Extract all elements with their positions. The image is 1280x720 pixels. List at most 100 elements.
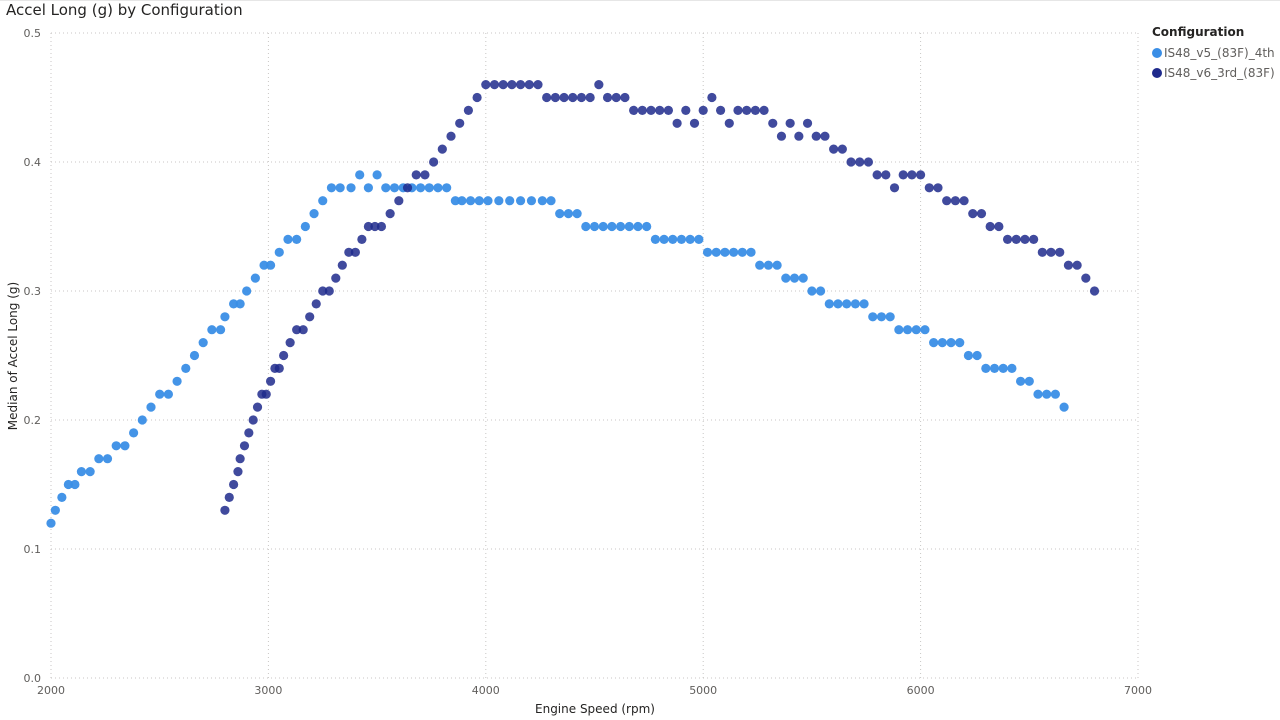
data-point[interactable] — [1007, 363, 1017, 373]
data-point[interactable] — [963, 350, 974, 361]
data-point[interactable] — [815, 286, 826, 296]
data-point[interactable] — [611, 92, 621, 103]
data-point[interactable] — [829, 144, 839, 154]
data-point[interactable] — [868, 312, 878, 322]
data-point[interactable] — [542, 92, 552, 103]
data-point[interactable] — [1029, 234, 1039, 244]
data-point[interactable] — [533, 80, 543, 90]
data-point[interactable] — [389, 183, 400, 193]
data-point[interactable] — [483, 196, 493, 206]
data-point[interactable] — [220, 505, 230, 515]
data-point[interactable] — [550, 92, 560, 103]
data-point[interactable] — [111, 441, 121, 451]
data-point[interactable] — [994, 221, 1004, 232]
data-point[interactable] — [946, 338, 956, 348]
data-point[interactable] — [433, 183, 443, 193]
data-point[interactable] — [737, 247, 747, 257]
data-point[interactable] — [763, 260, 774, 270]
data-point[interactable] — [346, 183, 356, 193]
data-point[interactable] — [363, 183, 374, 193]
data-point[interactable] — [363, 221, 374, 232]
data-point[interactable] — [129, 428, 139, 438]
data-point[interactable] — [450, 196, 460, 206]
data-point[interactable] — [989, 363, 1000, 373]
data-point[interactable] — [1016, 376, 1026, 386]
data-point[interactable] — [326, 183, 337, 193]
data-point[interactable] — [1089, 286, 1100, 296]
data-point[interactable] — [344, 247, 354, 257]
data-point[interactable] — [1024, 376, 1034, 386]
data-point[interactable] — [729, 247, 739, 257]
data-point[interactable] — [1055, 247, 1065, 257]
data-point[interactable] — [659, 234, 669, 244]
data-point[interactable] — [63, 479, 73, 490]
data-point[interactable] — [794, 131, 804, 141]
data-point[interactable] — [292, 325, 302, 335]
data-point[interactable] — [250, 273, 260, 283]
data-point[interactable] — [465, 196, 476, 206]
data-point[interactable] — [1002, 234, 1013, 244]
data-point[interactable] — [572, 209, 582, 219]
data-point[interactable] — [650, 234, 660, 244]
data-point[interactable] — [733, 105, 743, 115]
data-point[interactable] — [872, 170, 882, 180]
data-point[interactable] — [265, 260, 276, 270]
data-point[interactable] — [189, 350, 200, 361]
data-point[interactable] — [355, 170, 365, 180]
data-point[interactable] — [474, 196, 484, 206]
data-point[interactable] — [244, 428, 254, 438]
data-point[interactable] — [950, 196, 960, 206]
data-point[interactable] — [394, 196, 404, 206]
data-point[interactable] — [181, 363, 191, 373]
data-point[interactable] — [937, 338, 947, 348]
data-point[interactable] — [802, 118, 813, 128]
data-point[interactable] — [785, 118, 795, 128]
data-point[interactable] — [472, 92, 482, 103]
data-point[interactable] — [976, 209, 987, 219]
data-point[interactable] — [207, 325, 217, 335]
data-point[interactable] — [759, 105, 769, 115]
data-point[interactable] — [220, 312, 230, 322]
data-point[interactable] — [820, 131, 830, 141]
data-point[interactable] — [515, 80, 526, 90]
data-point[interactable] — [215, 325, 226, 335]
data-point[interactable] — [898, 170, 908, 180]
data-point[interactable] — [229, 479, 239, 490]
data-point[interactable] — [663, 105, 674, 115]
data-point[interactable] — [576, 92, 587, 103]
data-point[interactable] — [481, 80, 491, 90]
data-point[interactable] — [331, 273, 341, 283]
data-point[interactable] — [324, 286, 334, 296]
data-point[interactable] — [1042, 389, 1052, 399]
data-point[interactable] — [337, 260, 347, 270]
data-point[interactable] — [750, 105, 760, 115]
data-point[interactable] — [607, 221, 617, 232]
data-point[interactable] — [781, 273, 791, 283]
data-point[interactable] — [318, 286, 328, 296]
data-point[interactable] — [248, 415, 258, 425]
data-point[interactable] — [524, 80, 534, 90]
data-point[interactable] — [85, 467, 95, 477]
data-point[interactable] — [876, 312, 887, 322]
data-point[interactable] — [681, 105, 691, 115]
data-point[interactable] — [76, 467, 87, 477]
data-point[interactable] — [350, 247, 360, 257]
data-point[interactable] — [259, 260, 269, 270]
data-point[interactable] — [455, 118, 465, 128]
data-point[interactable] — [789, 273, 800, 283]
data-point[interactable] — [424, 183, 434, 193]
data-point[interactable] — [163, 389, 173, 399]
data-point[interactable] — [916, 170, 926, 180]
data-point[interactable] — [102, 454, 113, 464]
data-point[interactable] — [537, 196, 547, 206]
data-point[interactable] — [585, 92, 595, 103]
data-point[interactable] — [70, 479, 80, 490]
data-point[interactable] — [850, 299, 860, 309]
data-point[interactable] — [1046, 247, 1056, 257]
data-point[interactable] — [929, 338, 939, 348]
data-point[interactable] — [283, 234, 293, 244]
data-point[interactable] — [463, 105, 474, 115]
data-point[interactable] — [837, 144, 847, 154]
data-point[interactable] — [776, 131, 787, 141]
data-point[interactable] — [715, 105, 726, 115]
